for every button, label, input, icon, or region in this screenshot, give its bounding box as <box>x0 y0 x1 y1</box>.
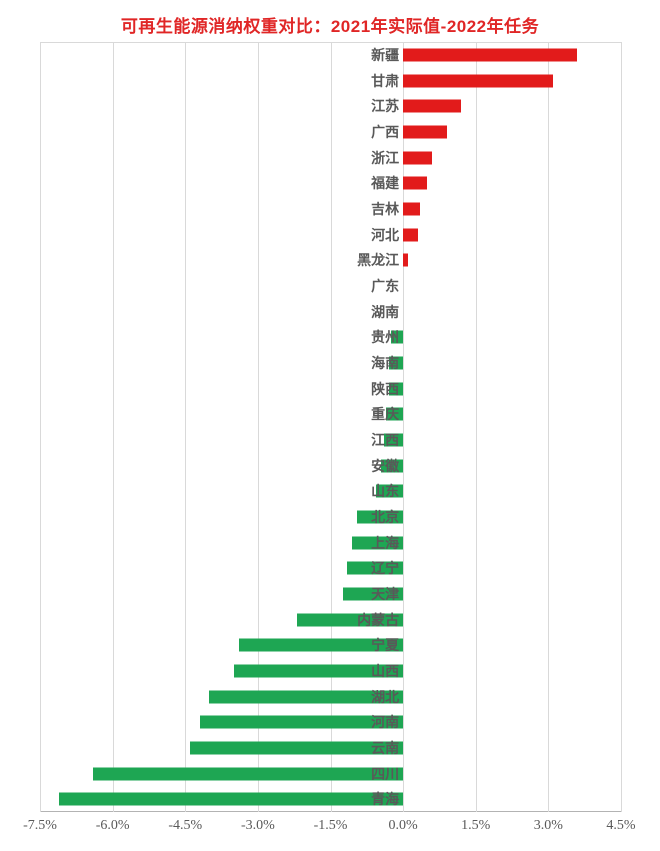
category-label: 甘肃 <box>371 72 400 89</box>
gridline <box>40 42 41 812</box>
category-label: 陕西 <box>371 380 400 397</box>
category-label: 北京 <box>371 508 400 525</box>
bar <box>403 253 408 267</box>
category-label: 湖北 <box>371 688 400 705</box>
category-label: 广西 <box>371 123 400 140</box>
category-label: 安徽 <box>371 457 400 474</box>
category-label: 海南 <box>371 354 400 371</box>
bar <box>391 330 404 344</box>
x-tick-label: 0.0% <box>388 818 418 833</box>
bar <box>386 407 404 421</box>
bar <box>209 690 404 703</box>
bar <box>403 176 428 190</box>
category-label: 上海 <box>371 534 400 551</box>
gridline <box>185 42 187 812</box>
category-label: 吉林 <box>371 200 400 217</box>
bar <box>403 74 554 87</box>
gridline <box>330 42 332 812</box>
category-label: 宁夏 <box>371 637 400 654</box>
gridline <box>475 42 477 812</box>
bar <box>59 792 404 806</box>
category-label: 云南 <box>371 739 400 756</box>
x-tick-label: -6.0% <box>95 818 130 833</box>
bar <box>342 587 404 601</box>
bar <box>403 48 578 62</box>
gridline <box>621 42 622 812</box>
category-label: 重庆 <box>371 406 400 423</box>
category-label: 广东 <box>371 277 400 294</box>
x-tick-label: 1.5% <box>461 818 491 833</box>
x-tick-label: 4.5% <box>606 818 636 833</box>
bar <box>190 741 404 755</box>
bar <box>93 767 404 780</box>
bar <box>383 433 404 447</box>
category-label: 湖南 <box>371 303 400 320</box>
category-label: 山西 <box>371 662 400 679</box>
category-label: 河南 <box>371 714 400 731</box>
bar <box>403 228 418 241</box>
category-label: 江西 <box>371 431 400 448</box>
x-tick-label: -7.5% <box>23 818 57 833</box>
bar <box>403 202 421 216</box>
category-label: 福建 <box>371 175 400 192</box>
bar <box>388 356 404 370</box>
category-label: 浙江 <box>371 149 400 166</box>
category-label: 河北 <box>371 226 400 243</box>
x-tick-label: -3.0% <box>240 818 275 833</box>
category-label: 山东 <box>371 483 400 500</box>
bar <box>381 459 404 472</box>
category-label: 四川 <box>371 765 400 782</box>
bar <box>199 715 404 729</box>
bar <box>238 638 404 652</box>
category-label: 江苏 <box>371 98 400 115</box>
gridline <box>112 42 114 812</box>
plot-area: 新疆甘肃江苏广西浙江福建吉林河北黑龙江广东湖南贵州海南陕西重庆江西安徽山东北京上… <box>40 42 622 812</box>
category-label: 新疆 <box>371 46 400 63</box>
x-tick-label: -1.5% <box>313 818 348 833</box>
gridline <box>257 42 259 812</box>
category-label: 天津 <box>371 585 400 602</box>
bar <box>403 125 447 139</box>
bar <box>388 382 404 395</box>
bar <box>352 536 404 549</box>
category-label: 黑龙江 <box>357 252 400 269</box>
bar <box>233 664 404 678</box>
category-label: 内蒙古 <box>357 611 400 628</box>
category-label: 贵州 <box>371 329 400 346</box>
gridline <box>548 42 550 812</box>
bar <box>403 99 462 113</box>
bar <box>296 613 404 626</box>
category-label: 青海 <box>371 791 400 808</box>
bar <box>347 561 404 575</box>
category-label: 辽宁 <box>371 560 400 577</box>
chart-title: 可再生能源消纳权重对比：2021年实际值-2022年任务 <box>120 17 540 36</box>
x-tick-label: -4.5% <box>168 818 203 833</box>
bar <box>403 151 433 164</box>
gridline <box>403 42 405 812</box>
bar <box>357 510 404 524</box>
bar <box>376 484 404 498</box>
x-tick-label: 3.0% <box>533 818 563 833</box>
